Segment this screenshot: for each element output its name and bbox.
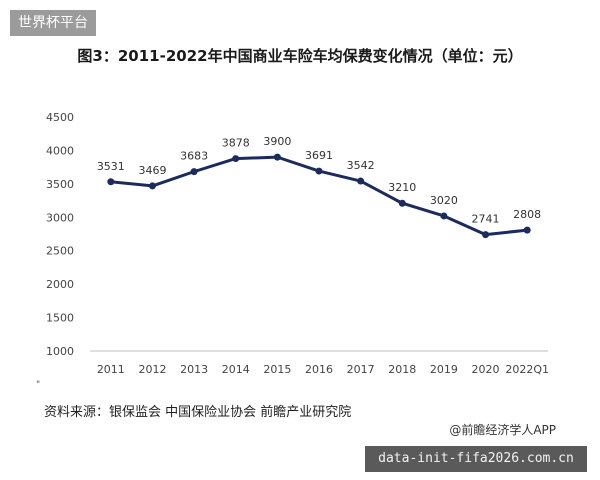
platform-tag: 世界杯平台 bbox=[10, 10, 96, 36]
data-label: 3542 bbox=[347, 159, 375, 172]
data-point bbox=[523, 226, 531, 234]
site-watermark: data-init-fifa2026.com.cn bbox=[365, 446, 587, 472]
data-label: 2808 bbox=[513, 208, 541, 221]
data-label: 3469 bbox=[138, 164, 166, 177]
x-tick-label: 2018 bbox=[388, 363, 416, 376]
data-label: 3210 bbox=[388, 181, 416, 194]
x-tick-label: 2014 bbox=[222, 363, 250, 376]
data-label: 2741 bbox=[472, 213, 500, 226]
y-tick-label: 3500 bbox=[46, 178, 74, 191]
y-tick-label: 1500 bbox=[46, 312, 74, 325]
data-label: 3900 bbox=[263, 135, 291, 148]
data-point bbox=[482, 231, 490, 239]
data-point bbox=[273, 153, 281, 161]
x-tick-label: 2011 bbox=[97, 363, 125, 376]
small-mark: " bbox=[36, 380, 41, 390]
data-label: 3020 bbox=[430, 194, 458, 207]
x-tick-label: 2012 bbox=[138, 363, 166, 376]
data-point bbox=[315, 167, 323, 175]
y-tick-label: 4000 bbox=[46, 144, 74, 157]
x-tick-label: 2016 bbox=[305, 363, 333, 376]
data-point bbox=[357, 177, 365, 185]
x-tick-label: 2013 bbox=[180, 363, 208, 376]
x-tick-label: 2022Q1 bbox=[505, 363, 549, 376]
y-tick-label: 1000 bbox=[46, 345, 74, 358]
x-tick-label: 2017 bbox=[347, 363, 375, 376]
data-label: 3691 bbox=[305, 149, 333, 162]
source-note: 资料来源：银保监会 中国保险业协会 前瞻产业研究院 bbox=[44, 405, 352, 420]
y-tick-label: 4500 bbox=[46, 111, 74, 124]
credit-text: @前瞻经济学人APP bbox=[449, 423, 556, 437]
data-label: 3878 bbox=[222, 137, 250, 150]
x-tick-label: 2020 bbox=[472, 363, 500, 376]
y-tick-label: 2500 bbox=[46, 245, 74, 258]
y-tick-label: 2000 bbox=[46, 278, 74, 291]
data-point bbox=[190, 168, 198, 176]
y-tick-label: 3000 bbox=[46, 211, 74, 224]
data-point bbox=[148, 182, 156, 190]
data-point bbox=[398, 199, 406, 207]
data-label: 3683 bbox=[180, 150, 208, 163]
data-point bbox=[232, 155, 240, 163]
x-tick-label: 2015 bbox=[263, 363, 291, 376]
data-point bbox=[107, 178, 115, 186]
data-label: 3531 bbox=[97, 160, 125, 173]
chart-title: 图3：2011-2022年中国商业车险车均保费变化情况（单位：元） bbox=[77, 47, 523, 65]
x-tick-label: 2019 bbox=[430, 363, 458, 376]
data-point bbox=[440, 212, 448, 220]
